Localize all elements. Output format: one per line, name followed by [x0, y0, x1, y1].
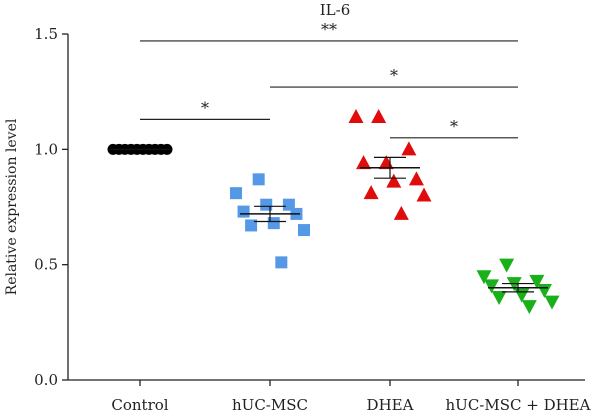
data-point-triangle-up: [408, 171, 424, 186]
significance-label: *: [450, 117, 458, 136]
data-point-triangle-up: [356, 155, 372, 170]
data-point-square: [275, 256, 288, 269]
x-tick-label: hUC-MSC + DHEA: [446, 396, 591, 414]
data-point-triangle-up: [386, 173, 402, 188]
data-point-square: [245, 219, 258, 232]
x-tick-label: DHEA: [367, 396, 414, 414]
mean-sem-bars: [110, 148, 548, 293]
significance-label: *: [390, 66, 398, 85]
y-tick-label: 1.5: [34, 25, 58, 43]
data-point-triangle-down: [476, 270, 492, 285]
data-point-triangle-down: [491, 290, 507, 305]
x-tick-label: hUC-MSC: [232, 396, 308, 414]
data-point-square: [230, 187, 242, 200]
y-tick-label: 0.5: [34, 256, 58, 274]
significance-label: **: [321, 20, 337, 39]
y-tick-label: 1.0: [34, 140, 58, 158]
significance-annotations: *****: [140, 20, 518, 139]
data-points: [107, 109, 560, 315]
y-axis-label: Relative expression level: [4, 118, 20, 295]
y-tick-label: 0.0: [34, 371, 58, 389]
data-point-triangle-up: [393, 205, 409, 220]
data-point-triangle-up: [401, 141, 417, 156]
data-point-square: [282, 198, 295, 211]
chart-title: IL-6: [320, 1, 351, 19]
data-point-square: [237, 205, 250, 218]
data-point-square: [260, 198, 273, 211]
data-point-triangle-up: [363, 185, 379, 200]
x-tick-label: Control: [111, 396, 168, 414]
data-point-triangle-down: [529, 274, 545, 289]
data-point-triangle-up: [371, 109, 387, 124]
axes: 0.0 0.5 1.0 1.5 Control hUC-MSC DHEA hUC-MSC + …: [34, 25, 590, 414]
data-point-square: [252, 173, 265, 186]
data-point-triangle-down: [521, 300, 537, 315]
data-point-triangle-up: [416, 187, 432, 202]
data-point-triangle-down: [484, 279, 500, 294]
data-point-triangle-down: [544, 295, 560, 310]
data-point-triangle-up: [348, 109, 364, 124]
data-point-square: [298, 224, 310, 237]
data-point-square: [267, 217, 280, 230]
significance-label: *: [201, 98, 209, 117]
data-point-triangle-down: [499, 258, 515, 273]
